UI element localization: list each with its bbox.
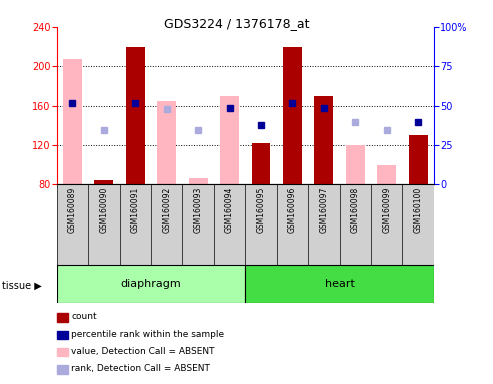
Text: GSM160096: GSM160096 — [288, 187, 297, 233]
Text: heart: heart — [324, 279, 354, 289]
Text: GSM160098: GSM160098 — [351, 187, 360, 233]
Bar — [283, 46, 302, 184]
Bar — [377, 165, 396, 184]
Text: GDS3224 / 1376178_at: GDS3224 / 1376178_at — [164, 17, 310, 30]
Bar — [94, 180, 113, 184]
Text: GSM160097: GSM160097 — [319, 187, 328, 233]
Text: GSM160099: GSM160099 — [382, 187, 391, 233]
Text: tissue ▶: tissue ▶ — [2, 281, 42, 291]
Bar — [346, 145, 365, 184]
Bar — [315, 96, 333, 184]
Bar — [189, 179, 208, 184]
Text: GSM160094: GSM160094 — [225, 187, 234, 233]
Bar — [126, 46, 145, 184]
Text: GSM160100: GSM160100 — [414, 187, 423, 233]
Bar — [251, 143, 270, 184]
Text: GSM160090: GSM160090 — [99, 187, 108, 233]
Bar — [409, 135, 427, 184]
Bar — [63, 60, 82, 184]
Text: count: count — [71, 312, 97, 321]
Bar — [157, 101, 176, 184]
Text: diaphragm: diaphragm — [121, 279, 181, 289]
Text: GSM160093: GSM160093 — [194, 187, 203, 233]
Bar — [220, 96, 239, 184]
Bar — [57, 265, 245, 303]
Bar — [245, 265, 434, 303]
Text: GSM160092: GSM160092 — [162, 187, 171, 233]
Text: percentile rank within the sample: percentile rank within the sample — [71, 329, 225, 339]
Text: GSM160095: GSM160095 — [256, 187, 266, 233]
Text: GSM160089: GSM160089 — [68, 187, 77, 233]
Text: value, Detection Call = ABSENT: value, Detection Call = ABSENT — [71, 347, 215, 356]
Text: rank, Detection Call = ABSENT: rank, Detection Call = ABSENT — [71, 364, 211, 373]
Text: GSM160091: GSM160091 — [131, 187, 140, 233]
